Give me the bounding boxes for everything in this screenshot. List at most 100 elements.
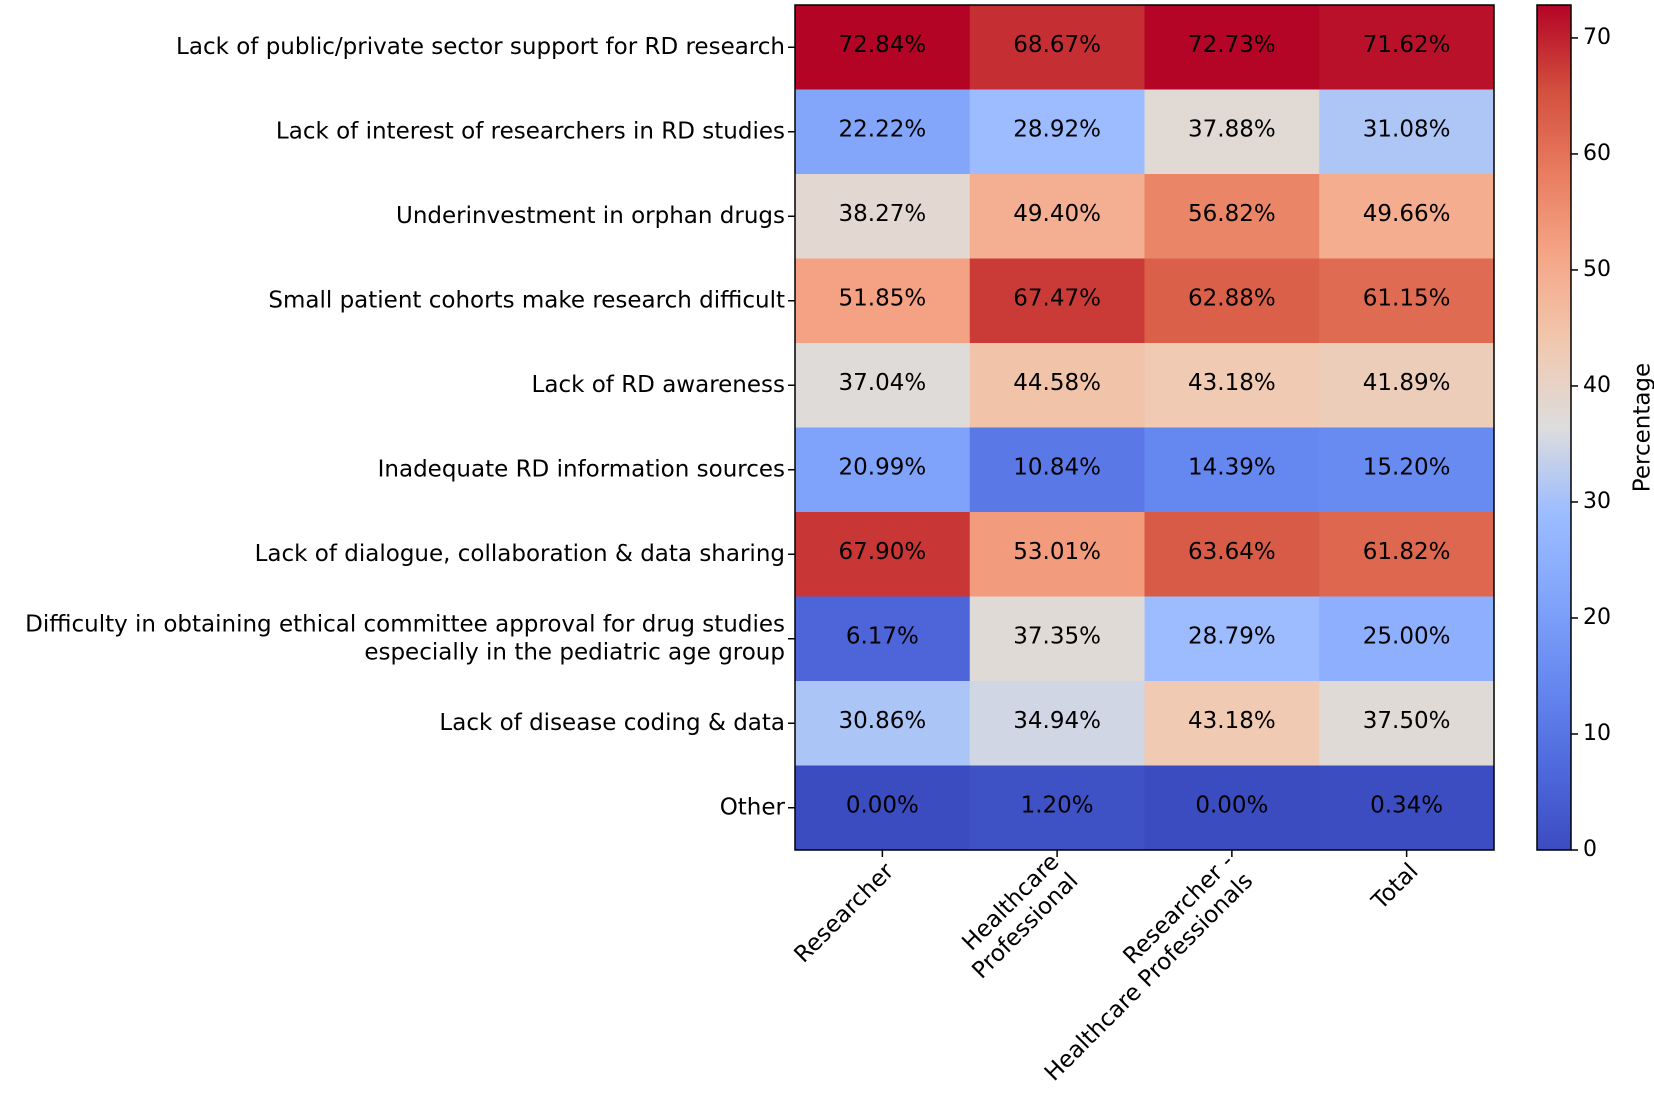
cell-value-label: 37.04% (839, 370, 927, 396)
heatmap-cell (969, 512, 1145, 597)
heatmap-cell (1144, 765, 1320, 851)
heatmap-cell (969, 765, 1145, 851)
cell-value-label: 51.85% (839, 285, 927, 311)
column-label: Total (1366, 858, 1423, 915)
cell-value-label: 0.00% (1195, 792, 1268, 818)
cell-value-label: 22.22% (839, 116, 927, 142)
cell-value-label: 0.34% (1370, 792, 1443, 818)
heatmap-cell (1319, 343, 1495, 428)
heatmap-cell (1144, 5, 1320, 90)
heatmap-cell (1319, 174, 1495, 259)
row-label: Lack of RD awareness (532, 372, 785, 398)
heatmap-cell (795, 427, 971, 513)
colorbar-tick-label: 40 (1583, 373, 1611, 398)
heatmap-cell (969, 258, 1145, 344)
column-label: Researcher (790, 858, 900, 968)
heatmap-cell (1319, 427, 1495, 513)
heatmap-cell (795, 343, 971, 428)
cell-value-label: 41.89% (1363, 370, 1451, 396)
row-label: Lack of public/private sector support fo… (176, 34, 785, 60)
heatmap-cell (1144, 89, 1320, 175)
cell-value-label: 34.94% (1013, 708, 1101, 734)
row-label: especially in the pediatric age group (364, 639, 785, 665)
heatmap-cell (1144, 512, 1320, 597)
heatmap-cell (795, 5, 971, 90)
cell-value-label: 61.82% (1363, 539, 1451, 565)
heatmap-cell (795, 765, 971, 851)
cell-value-label: 1.20% (1021, 792, 1094, 818)
colorbar: 0 10 20 30 40 50 60 70 Percentage (1536, 4, 1654, 862)
cell-value-label: 72.84% (839, 32, 927, 58)
heatmap-cell (1319, 5, 1495, 90)
cell-value-label: 14.39% (1188, 454, 1276, 480)
row-label: Lack of interest of researchers in RD st… (276, 118, 785, 144)
row-labels: Lack of public/private sector support fo… (25, 34, 795, 820)
cell-value-label: 37.35% (1013, 623, 1101, 649)
cell-value-label: 31.08% (1363, 116, 1451, 142)
cell-value-label: 44.58% (1013, 370, 1101, 396)
heatmap-cell (795, 89, 971, 175)
cell-value-label: 28.79% (1188, 623, 1276, 649)
heatmap-frame (794, 4, 1495, 851)
heatmap-cell (1144, 174, 1320, 259)
cell-value-label: 49.66% (1363, 201, 1451, 227)
cell-value-label: 63.64% (1188, 539, 1276, 565)
heatmap-cell (795, 258, 971, 344)
row-label: Underinvestment in orphan drugs (396, 203, 785, 229)
cell-value-label: 72.73% (1188, 32, 1276, 58)
heatmap-cell (969, 343, 1145, 428)
heatmap-cell (795, 174, 971, 259)
heatmap-cell (969, 5, 1145, 90)
heatmap-cell (969, 596, 1145, 682)
heatmap-cell (1319, 512, 1495, 597)
colorbar-tick-label: 10 (1583, 721, 1611, 746)
colorbar-tick-label: 30 (1583, 489, 1611, 514)
row-label: Other (720, 794, 786, 820)
cell-value-label: 25.00% (1363, 623, 1451, 649)
cell-value-label: 67.47% (1013, 285, 1101, 311)
heatmap-cell (1319, 681, 1495, 766)
heatmap-cell-labels: 72.84% 68.67% 72.73% 71.62% 22.22% 28.92% 37.8… (839, 32, 1451, 819)
cell-value-label: 6.17% (846, 623, 919, 649)
cell-value-label: 0.00% (846, 792, 919, 818)
cell-value-label: 67.90% (839, 539, 927, 565)
heatmap-cell (1319, 89, 1495, 175)
heatmap-cell (969, 427, 1145, 513)
heatmap-cell (795, 681, 971, 766)
cell-value-label: 61.15% (1363, 285, 1451, 311)
cell-value-label: 20.99% (839, 454, 927, 480)
column-label: Healthcare Professionals (1040, 868, 1258, 1086)
colorbar-tick-label: 70 (1583, 25, 1611, 50)
heatmap-cell (795, 596, 971, 682)
column-label-group: Total (1366, 858, 1423, 915)
column-label-group: Researcher (790, 858, 900, 968)
heatmap-cells (795, 5, 1495, 851)
heatmap-cell (969, 681, 1145, 766)
cell-value-label: 56.82% (1188, 201, 1276, 227)
colorbar-label: Percentage (1630, 363, 1654, 492)
cell-value-label: 10.84% (1013, 454, 1101, 480)
colorbar-tick-label: 20 (1583, 605, 1611, 630)
cell-value-label: 62.88% (1188, 285, 1276, 311)
heatmap-cell (1144, 427, 1320, 513)
heatmap-cell (969, 174, 1145, 259)
heatmap-cell (969, 89, 1145, 175)
cell-value-label: 43.18% (1188, 370, 1276, 396)
colorbar-tick-label: 50 (1583, 257, 1611, 282)
heatmap-cell (795, 512, 971, 597)
heatmap-cell (1144, 681, 1320, 766)
cell-value-label: 38.27% (839, 201, 927, 227)
heatmap-cell (1144, 596, 1320, 682)
heatmap-cell (1144, 258, 1320, 344)
cell-value-label: 71.62% (1363, 32, 1451, 58)
colorbar-gradient (1536, 4, 1572, 851)
cell-value-label: 15.20% (1363, 454, 1451, 480)
cell-value-label: 53.01% (1013, 539, 1101, 565)
heatmap-cell (1319, 258, 1495, 344)
row-label: Lack of dialogue, collaboration & data s… (255, 541, 785, 567)
cell-value-label: 37.88% (1188, 116, 1276, 142)
heatmap-cell (1319, 765, 1495, 851)
